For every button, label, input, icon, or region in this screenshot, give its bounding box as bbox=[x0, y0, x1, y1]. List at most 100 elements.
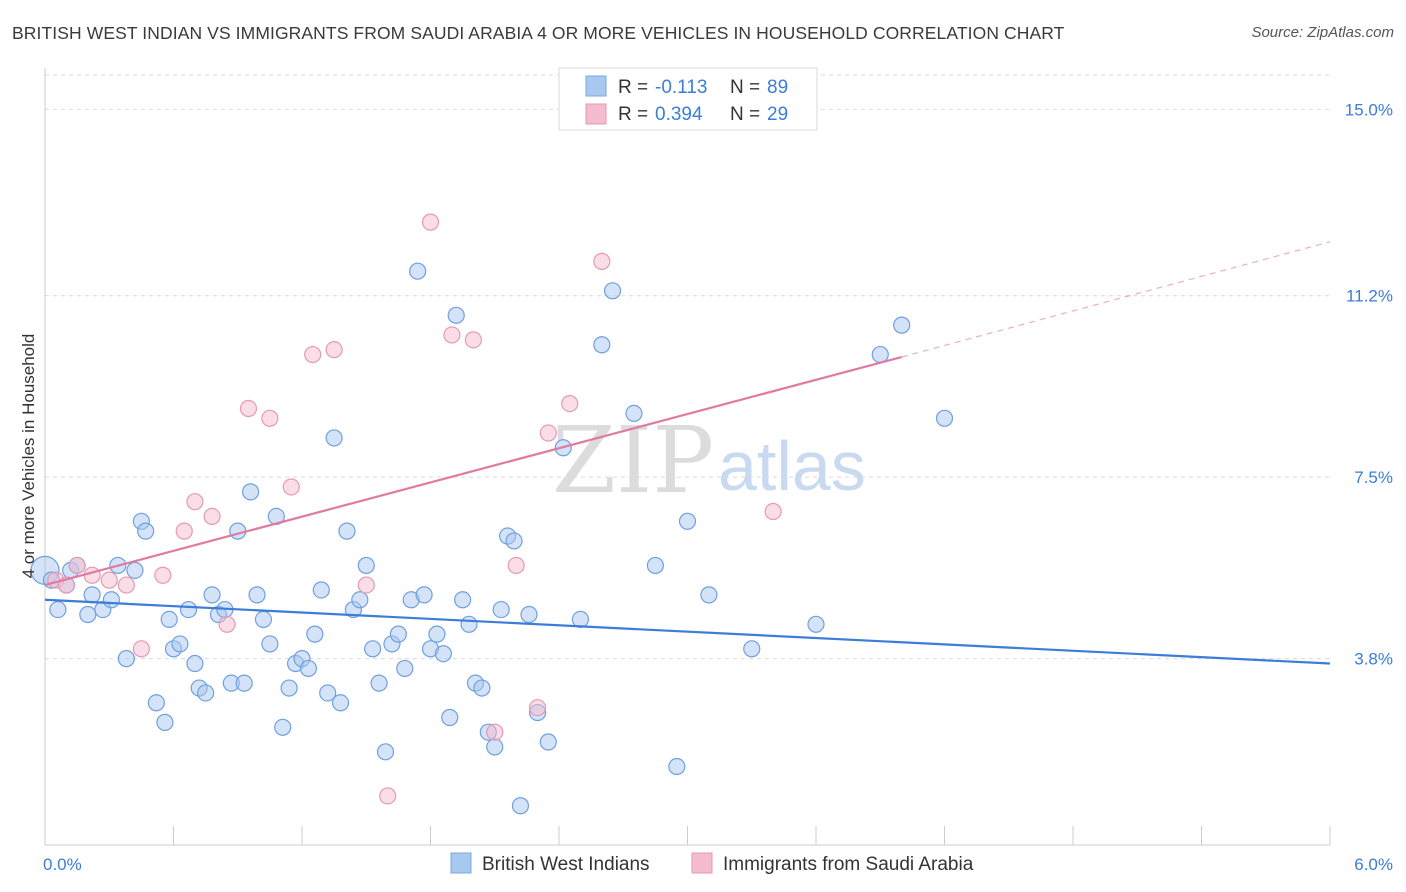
point-saudi-arabia bbox=[239, 399, 258, 418]
top-legend: R = -0.113 N = 89 R = 0.394 N = 29 bbox=[558, 67, 818, 131]
point-saudi-arabia bbox=[203, 507, 221, 526]
point-british-west-indians bbox=[434, 645, 452, 663]
trend-line-saudi-arabia-extension bbox=[901, 241, 1331, 358]
point-saudi-arabia bbox=[486, 723, 504, 741]
point-british-west-indians bbox=[935, 409, 954, 427]
point-saudi-arabia bbox=[764, 502, 782, 521]
point-british-west-indians bbox=[160, 610, 178, 628]
axes bbox=[44, 68, 1331, 846]
point-british-west-indians bbox=[893, 316, 911, 334]
watermark-atlas: atlas bbox=[718, 427, 866, 505]
point-saudi-arabia bbox=[357, 576, 375, 594]
point-british-west-indians bbox=[511, 797, 530, 815]
legend-swatch-pink bbox=[585, 103, 607, 125]
point-british-west-indians bbox=[197, 684, 215, 702]
point-british-west-indians bbox=[351, 591, 369, 609]
point-saudi-arabia bbox=[304, 345, 322, 364]
point-british-west-indians bbox=[454, 591, 472, 609]
legend-n-label-1: N = bbox=[730, 77, 760, 98]
bottom-legend-swatch-pink bbox=[691, 852, 713, 874]
point-saudi-arabia bbox=[593, 252, 611, 270]
point-saudi-arabia bbox=[507, 556, 525, 575]
point-saudi-arabia bbox=[117, 576, 135, 594]
point-saudi-arabia bbox=[186, 493, 204, 511]
point-british-west-indians bbox=[486, 738, 504, 756]
point-british-west-indians bbox=[376, 743, 395, 761]
bottom-legend-label-blue: British West Indians bbox=[482, 854, 650, 875]
point-british-west-indians bbox=[338, 522, 356, 540]
point-british-west-indians bbox=[743, 640, 761, 658]
point-british-west-indians bbox=[274, 718, 292, 736]
point-british-west-indians bbox=[102, 591, 120, 609]
point-saudi-arabia bbox=[561, 394, 579, 413]
point-british-west-indians bbox=[807, 615, 825, 633]
point-saudi-arabia bbox=[443, 326, 461, 344]
point-british-west-indians bbox=[203, 586, 221, 604]
point-saudi-arabia bbox=[325, 341, 343, 359]
point-saudi-arabia bbox=[132, 640, 150, 658]
point-british-west-indians bbox=[179, 600, 198, 619]
point-british-west-indians bbox=[186, 654, 204, 673]
legend-n-value-1: 89 bbox=[767, 77, 788, 98]
legend-swatch-blue bbox=[585, 75, 607, 97]
legend-r-label-2: R = bbox=[618, 104, 648, 125]
point-british-west-indians bbox=[460, 615, 478, 633]
point-british-west-indians bbox=[593, 336, 611, 354]
legend-r-value-2: 0.394 bbox=[655, 104, 703, 125]
point-british-west-indians bbox=[447, 306, 465, 324]
point-british-west-indians bbox=[49, 600, 67, 619]
point-british-west-indians bbox=[520, 605, 538, 624]
series-immigrants-saudi-arabia bbox=[47, 213, 782, 805]
point-british-west-indians bbox=[242, 483, 260, 501]
watermark: ZIP atlas bbox=[552, 407, 866, 514]
point-british-west-indians bbox=[646, 556, 664, 575]
bottom-legend: British West Indians Immigrants from Sau… bbox=[450, 852, 974, 875]
y-tick-label: 15.0% bbox=[1345, 100, 1393, 119]
x-tick-label: 0.0% bbox=[43, 855, 82, 874]
x-tick-label: 6.0% bbox=[1354, 855, 1393, 874]
point-british-west-indians bbox=[254, 610, 273, 628]
bottom-legend-label-pink: Immigrants from Saudi Arabia bbox=[723, 854, 974, 875]
legend-n-label-2: N = bbox=[730, 104, 760, 125]
point-british-west-indians bbox=[441, 708, 459, 727]
point-british-west-indians bbox=[539, 733, 557, 751]
point-british-west-indians bbox=[137, 522, 155, 540]
point-british-west-indians bbox=[389, 625, 407, 643]
point-british-west-indians bbox=[603, 282, 622, 300]
point-british-west-indians bbox=[117, 650, 135, 668]
legend-n-value-2: 29 bbox=[767, 104, 788, 125]
point-british-west-indians bbox=[678, 512, 697, 530]
point-saudi-arabia bbox=[539, 424, 557, 442]
grid-lines bbox=[45, 74, 1330, 660]
point-british-west-indians bbox=[700, 586, 718, 604]
point-british-west-indians bbox=[280, 679, 298, 697]
point-british-west-indians bbox=[331, 694, 350, 712]
point-british-west-indians bbox=[396, 659, 414, 678]
point-british-west-indians bbox=[492, 600, 510, 619]
point-british-west-indians bbox=[248, 586, 266, 604]
y-tick-label: 7.5% bbox=[1354, 468, 1393, 487]
y-tick-label: 11.2% bbox=[1346, 287, 1393, 306]
point-british-west-indians bbox=[79, 605, 97, 624]
point-british-west-indians bbox=[357, 556, 375, 575]
point-british-west-indians bbox=[409, 262, 427, 280]
point-saudi-arabia bbox=[68, 556, 86, 575]
point-british-west-indians bbox=[299, 659, 318, 678]
point-british-west-indians bbox=[625, 404, 643, 423]
point-saudi-arabia bbox=[464, 331, 482, 349]
trend-line-british-west-indians bbox=[44, 598, 1331, 665]
point-saudi-arabia bbox=[261, 409, 279, 427]
chart-title: BRITISH WEST INDIAN VS IMMIGRANTS FROM S… bbox=[12, 23, 1065, 43]
point-saudi-arabia bbox=[282, 478, 300, 496]
legend-r-label-1: R = bbox=[618, 77, 648, 98]
trend-line-saudi-arabia bbox=[44, 355, 902, 587]
point-british-west-indians bbox=[428, 625, 446, 643]
point-british-west-indians bbox=[156, 713, 174, 731]
point-british-west-indians bbox=[668, 757, 686, 776]
point-saudi-arabia bbox=[218, 615, 236, 633]
tick-labels: 3.8% 7.5% 11.2% 15.0% 0.0% 6.0% bbox=[43, 100, 1393, 874]
point-saudi-arabia bbox=[379, 787, 397, 805]
point-british-west-indians bbox=[306, 625, 324, 643]
point-british-west-indians bbox=[415, 586, 433, 604]
